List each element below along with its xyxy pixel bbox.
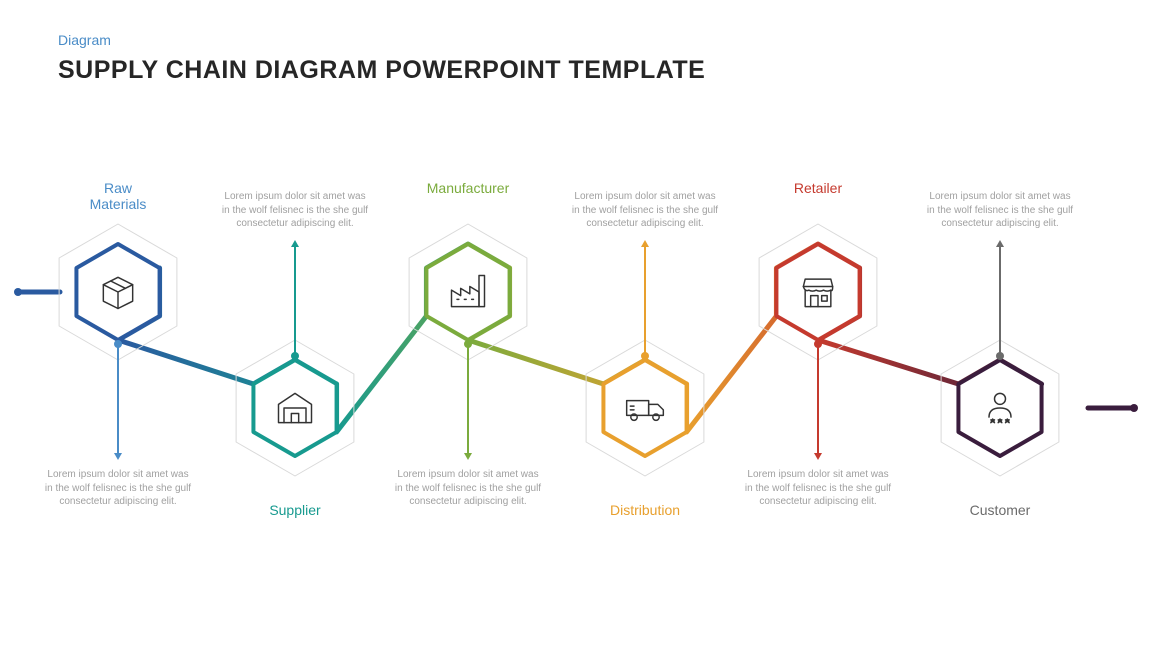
label-sup: Supplier xyxy=(235,502,355,518)
arrow-ret xyxy=(814,453,822,460)
connector-line-raw xyxy=(117,344,119,454)
store-icon xyxy=(796,270,840,314)
arrow-man xyxy=(464,453,472,460)
label-cust: Customer xyxy=(940,502,1060,518)
desc-cust: Lorem ipsum dolor sit amet was in the wo… xyxy=(925,190,1075,231)
connector-line-ret xyxy=(817,344,819,454)
desc-ret: Lorem ipsum dolor sit amet was in the wo… xyxy=(743,468,893,509)
desc-sup: Lorem ipsum dolor sit amet was in the wo… xyxy=(220,190,370,231)
factory-icon xyxy=(446,270,490,314)
arrow-raw xyxy=(114,453,122,460)
connector-line-man xyxy=(467,344,469,454)
desc-man: Lorem ipsum dolor sit amet was in the wo… xyxy=(393,468,543,509)
desc-dist: Lorem ipsum dolor sit amet was in the wo… xyxy=(570,190,720,231)
connector-line-dist xyxy=(644,246,646,356)
label-man: Manufacturer xyxy=(408,180,528,196)
label-dist: Distribution xyxy=(585,502,705,518)
truck-icon xyxy=(623,386,667,430)
box-icon xyxy=(96,270,140,314)
label-ret: Retailer xyxy=(758,180,878,196)
desc-raw: Lorem ipsum dolor sit amet was in the wo… xyxy=(43,468,193,509)
warehouse-icon xyxy=(273,386,317,430)
customer-icon xyxy=(978,386,1022,430)
connector-line-cust xyxy=(999,246,1001,356)
label-raw: RawMaterials xyxy=(58,180,178,212)
connector-line-sup xyxy=(294,246,296,356)
